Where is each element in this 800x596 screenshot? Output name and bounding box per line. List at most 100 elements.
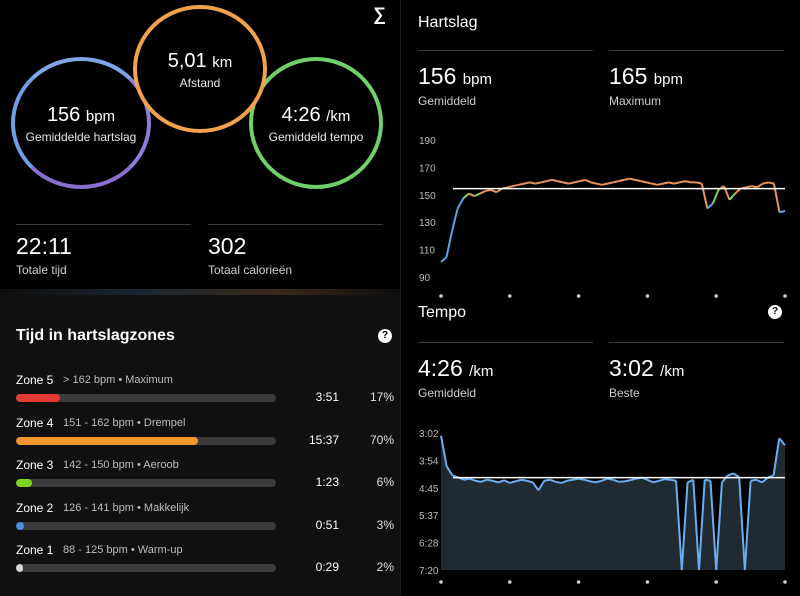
series-segment [535,181,542,185]
pace-area [441,435,785,570]
zone-range: 126 - 141 bpm • Makkelijk [63,501,190,514]
series-segment [507,185,514,189]
pace-label: Gemiddeld tempo [268,129,364,144]
series-segment [772,438,781,476]
y-tick-label: 6:28 [419,539,439,550]
series-segment [623,177,630,181]
series-segment [738,477,746,571]
zone-bar [16,479,276,487]
zone-name: Zone 4 [16,415,54,430]
series-segment [546,178,553,183]
zone-time: 15:37 [308,432,339,447]
series-segment [579,178,586,183]
zone-percent: 6% [376,475,394,489]
heart-rate-label: Gemiddelde hartslag [25,129,137,144]
hr-maximum-stat: 165 bpm Maximum [609,50,784,108]
series-segment [584,178,592,184]
series-segment [518,182,525,186]
zone-row: Zone 4 151 - 162 bpm • Drempel 15:37 70% [16,416,394,458]
zone-bar [16,564,276,572]
series-segment [537,480,546,491]
zone-name: Zone 3 [16,458,54,472]
series-segment [658,478,665,482]
pace-best-label: Beste [609,386,640,400]
pace-best-value: 3:02 [609,355,654,381]
x-axis-dot [714,580,718,584]
series-segment [618,480,625,483]
series-segment [562,181,569,185]
series-segment [634,178,641,183]
y-tick-label: 130 [419,218,436,229]
x-axis-dot [576,294,581,298]
hr-average-stat: 156 bpm Gemiddeld [418,50,593,108]
series-segment [755,478,763,484]
series-segment [526,479,534,484]
series-segment [629,477,637,482]
series-segment [531,481,540,491]
series-segment [762,181,769,185]
hr-maximum-value: 165 [609,63,648,89]
zone-range: 142 - 150 bpm • Aeroob [63,459,179,471]
pace-best-stat: 3:02 /km Beste [609,342,784,400]
series-segment [568,181,575,185]
zone-bar [16,394,276,402]
total-time-stat: 22:11 Totale tijd [16,224,191,277]
zone-name: Zone 5 [16,373,54,387]
series-segment [612,180,619,184]
series-segment [750,478,757,482]
zone-percent: 3% [376,517,394,532]
series-segment [732,472,740,478]
series-segment [646,181,653,185]
series-segment [728,192,736,201]
series-segment [657,182,664,186]
brand-icon: ∑ [373,4,386,24]
zone-range: 151 - 162 bpm • Drempel [63,416,186,429]
pace-chart[interactable]: 3:02 3:54 4:45 5:37 6:28 7:20 [401,424,800,596]
heart-rate-title: Hartslag [418,14,478,31]
series-segment [624,479,631,483]
divider [0,289,400,295]
zones-title: Tijd in hartslagzones [16,327,175,344]
series-segment [670,478,677,482]
series-segment [673,181,680,185]
zone-bar-fill [16,394,61,402]
calories-stat: 302 Totaal calorieën [208,224,383,277]
series-segment [668,181,675,185]
hr-average-value: 156 [418,63,457,89]
pace-average-value: 4:26 [418,355,463,381]
series-segment [706,202,714,210]
zone-row: Zone 5 > 162 bpm • Maximum 3:51 17% [16,373,394,415]
series-segment [601,477,608,482]
series-segment [440,435,448,467]
series-segment [596,182,603,186]
calories-value: 302 [208,233,247,259]
help-icon[interactable]: ? [378,329,392,343]
y-tick-label: 150 [419,191,436,202]
series-segment [601,182,608,186]
series-segment [551,178,558,183]
y-tick-label: 7:20 [419,566,439,577]
series-segment [679,180,686,184]
series-segment [675,480,683,571]
total-time-label: Totale tijd [16,263,67,277]
series-segment [451,208,459,232]
series-segment [779,210,786,214]
series-segment [486,478,493,482]
series-segment [589,480,596,484]
series-segment [584,478,591,483]
x-axis-dot [645,580,650,584]
series-segment [469,477,476,482]
pace-help-icon[interactable]: ? [768,305,782,319]
series-segment [561,479,568,484]
total-time-value: 22:11 [16,233,72,259]
pace-title[interactable]: Tempo [418,304,467,321]
series-segment [768,181,775,185]
distance-circle: 5,01 km Afstand [133,5,267,133]
series-segment [640,180,647,184]
series-segment [555,480,562,484]
series-segment [462,192,470,200]
series-segment [651,182,658,186]
y-tick-label: 3:54 [419,456,439,467]
heart-rate-chart[interactable]: 190 170 150 130 110 90 [401,130,800,300]
zone-percent: 70% [369,432,394,447]
